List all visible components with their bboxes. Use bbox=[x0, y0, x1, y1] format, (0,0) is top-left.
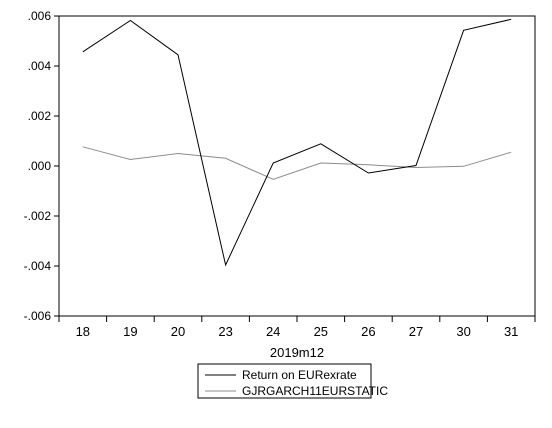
x-axis: 18 19 20 23 24 25 26 27 30 31 bbox=[58, 316, 536, 339]
y-tick-label: -.006 bbox=[24, 309, 52, 323]
y-tick-label: .002 bbox=[28, 109, 52, 123]
x-tick-label: 30 bbox=[456, 324, 470, 339]
legend-label-gjrgarch: GJRGARCH11EURSTATIC bbox=[242, 384, 388, 398]
x-tick-label: 18 bbox=[76, 324, 90, 339]
x-tick-label: 19 bbox=[123, 324, 137, 339]
y-tick-label: .006 bbox=[28, 9, 52, 23]
x-tick-label: 20 bbox=[171, 324, 185, 339]
legend-box bbox=[197, 363, 372, 399]
y-axis: .006 .004 .002 .000 -.002 -.004 -.006 bbox=[24, 9, 59, 323]
y-tick-label: .000 bbox=[28, 159, 52, 173]
x-tick-label: 23 bbox=[218, 324, 232, 339]
x-tick-label: 24 bbox=[266, 324, 280, 339]
legend-label-return-eur: Return on EURexrate bbox=[242, 368, 357, 382]
x-tick-label: 25 bbox=[314, 324, 328, 339]
series-lines bbox=[82, 18, 512, 267]
y-tick-label: -.002 bbox=[24, 209, 52, 223]
x-axis-label: 2019m12 bbox=[270, 345, 324, 360]
series-line-gjrgarch bbox=[82, 146, 512, 180]
y-tick-label: -.004 bbox=[24, 259, 52, 273]
legend: Return on EURexrate GJRGARCH11EURSTATIC bbox=[197, 363, 388, 399]
x-tick-label: 27 bbox=[409, 324, 423, 339]
y-tick-label: .004 bbox=[28, 59, 52, 73]
x-tick-label: 26 bbox=[361, 324, 375, 339]
x-tick-label: 31 bbox=[504, 324, 518, 339]
series-line-return-eur bbox=[82, 18, 512, 267]
